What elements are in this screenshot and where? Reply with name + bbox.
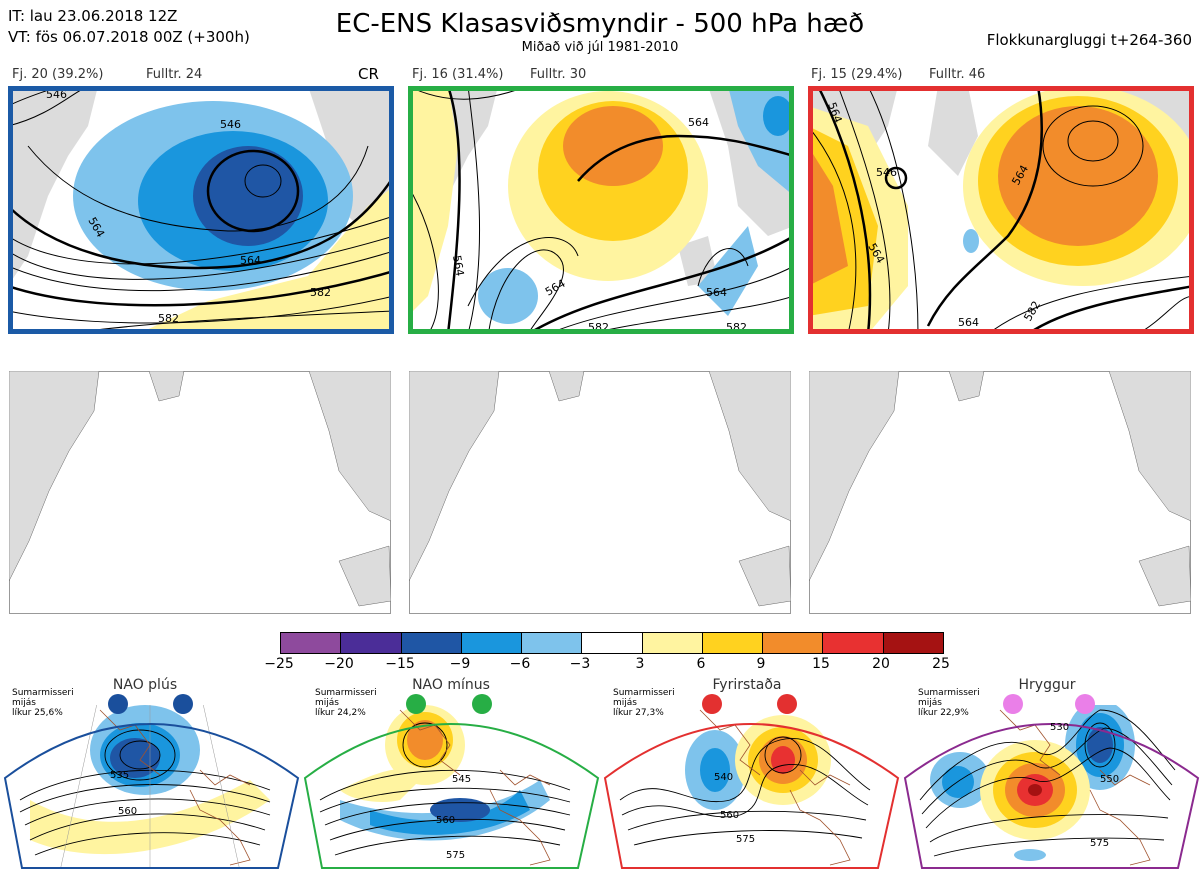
regime-2-dot [472, 694, 492, 714]
empty-map-2 [409, 371, 791, 614]
classification-window: Flokkunargluggi t+264-360 [986, 31, 1192, 49]
colorbar-swatch [401, 633, 462, 653]
regime-info-line: mijás [918, 698, 942, 708]
regime-4-dot [1003, 694, 1023, 714]
cluster-3-fj: Fj. 15 (29.4%) [811, 67, 903, 82]
regime-4-info: Sumarmisseri mijás líkur 22,9% [918, 688, 980, 718]
regime-info-line: mijás [613, 698, 637, 708]
header-times: IT: lau 23.06.2018 12Z VT: fös 06.07.201… [8, 6, 250, 48]
cluster-2-contour-label: 564 [450, 254, 466, 277]
regime-3-info: Sumarmisseri mijás líkur 27,3% [613, 688, 675, 718]
regime-info-line: líkur 24,2% [315, 708, 366, 718]
cluster-3-frame [808, 86, 1194, 334]
cluster-2-frame [408, 86, 794, 334]
cluster-2-contour-label: 564 [706, 286, 727, 299]
colorbar-tick: −20 [324, 656, 354, 672]
colorbar-tick: 9 [756, 656, 766, 672]
colorbar-tick: −25 [264, 656, 294, 672]
colorbar-swatch [763, 633, 824, 653]
regime-3-map: 540 560 575 [603, 705, 900, 869]
regime-4-contour-label: 575 [1090, 838, 1109, 849]
cluster-3-contour-label: 546 [876, 166, 897, 179]
regime-1-contour-label: 560 [118, 806, 137, 817]
cluster-3-fulltr: Fulltr. 46 [929, 67, 986, 82]
regime-2-dot [406, 694, 426, 714]
colorbar-swatch [341, 633, 402, 653]
regime-3-dot [777, 694, 797, 714]
colorbar-tick: −6 [509, 656, 531, 672]
colorbar [280, 632, 944, 654]
regime-2-contour-label: 545 [452, 774, 471, 785]
colorbar-tick: 15 [812, 656, 830, 672]
cluster-2-fj: Fj. 16 (31.4%) [412, 67, 504, 82]
cluster-2-map: 564 564 564 564 582 582 [408, 86, 794, 334]
cluster-1-contour-label: 546 [220, 118, 241, 131]
regime-1-dot [108, 694, 128, 714]
colorbar-swatch [522, 633, 583, 653]
cluster-1-contour-label: 582 [158, 312, 179, 325]
colorbar-tick: −15 [385, 656, 415, 672]
colorbar-tick: 25 [932, 656, 950, 672]
regime-3-dot [702, 694, 722, 714]
empty-map-1 [9, 371, 391, 614]
colorbar-tick: 20 [872, 656, 890, 672]
regime-2-map: 545 560 575 [303, 705, 600, 869]
chart-title: EC-ENS Klasasviðsmyndir - 500 hPa hæð [335, 9, 865, 39]
initial-time: IT: lau 23.06.2018 12Z [8, 7, 178, 25]
regime-info-line: Sumarmisseri [315, 688, 377, 698]
cluster-3-contour-label: 564 [958, 316, 979, 329]
regime-info-line: líkur 27,3% [613, 708, 664, 718]
regime-1-title: NAO plús [112, 677, 178, 693]
valid-time: VT: fös 06.07.2018 00Z (+300h) [8, 28, 250, 46]
regime-1-contour-label: 535 [110, 770, 129, 781]
regime-4-dot [1075, 694, 1095, 714]
cluster-1-fj: Fj. 20 (39.2%) [12, 67, 104, 82]
colorbar-swatch [281, 633, 342, 653]
cluster-3-map: 564 546 564 564 564 582 [808, 86, 1194, 334]
regime-1-map: 535 560 [3, 705, 300, 869]
regime-4-contour-label: 550 [1100, 774, 1119, 785]
colorbar-tick: 6 [696, 656, 706, 672]
empty-map-3 [809, 371, 1191, 614]
cluster-1-map: 546 546 564 564 582 582 [8, 86, 394, 334]
regime-info-line: Sumarmisseri [613, 688, 675, 698]
regime-2-title: NAO mínus [412, 677, 490, 693]
cluster-1-tag: CR [358, 65, 379, 83]
regime-1-dot [173, 694, 193, 714]
regime-2-contour-label: 575 [446, 850, 465, 861]
regime-info-line: mijás [315, 698, 339, 708]
cluster-1-contour-label: 564 [240, 254, 261, 267]
regime-info-line: Sumarmisseri [918, 688, 980, 698]
regime-info-line: mijás [12, 698, 36, 708]
colorbar-swatch [642, 633, 703, 653]
cluster-1-frame [8, 86, 394, 334]
colorbar-swatch [702, 633, 764, 653]
regime-3-contour-label: 560 [720, 810, 739, 821]
colorbar-swatch [823, 633, 884, 653]
colorbar-swatch [883, 633, 943, 653]
colorbar-tick: −3 [569, 656, 591, 672]
colorbar-swatch [461, 633, 523, 653]
regime-2-info: Sumarmisseri mijás líkur 24,2% [315, 688, 377, 718]
colorbar-swatch [582, 633, 643, 653]
regime-3-contour-label: 540 [714, 772, 733, 783]
colorbar-tick: 3 [635, 656, 645, 672]
cluster-1-contour-label: 582 [310, 286, 331, 299]
colorbar-tick: −9 [449, 656, 471, 672]
regime-4-title: Hryggur [1018, 677, 1076, 693]
cluster-2-fulltr: Fulltr. 30 [530, 67, 587, 82]
regime-info-line: Sumarmisseri [12, 688, 74, 698]
regime-4-contour-label: 530 [1050, 722, 1069, 733]
regime-2-contour-label: 560 [436, 815, 455, 826]
regime-3-contour-label: 575 [736, 834, 755, 845]
cluster-1-fulltr: Fulltr. 24 [146, 67, 203, 82]
cluster-2-contour-label: 564 [688, 116, 709, 129]
regime-info-line: líkur 25,6% [12, 708, 63, 718]
chart-subtitle: Miðað við júl 1981-2010 [521, 40, 679, 55]
regime-info-line: líkur 22,9% [918, 708, 969, 718]
cluster-1-contour-label: 546 [46, 88, 67, 101]
regime-4-map: 530 550 575 [903, 705, 1200, 869]
regime-1-info: Sumarmisseri mijás líkur 25,6% [12, 688, 74, 718]
regime-3-title: Fyrirstaða [712, 677, 782, 693]
